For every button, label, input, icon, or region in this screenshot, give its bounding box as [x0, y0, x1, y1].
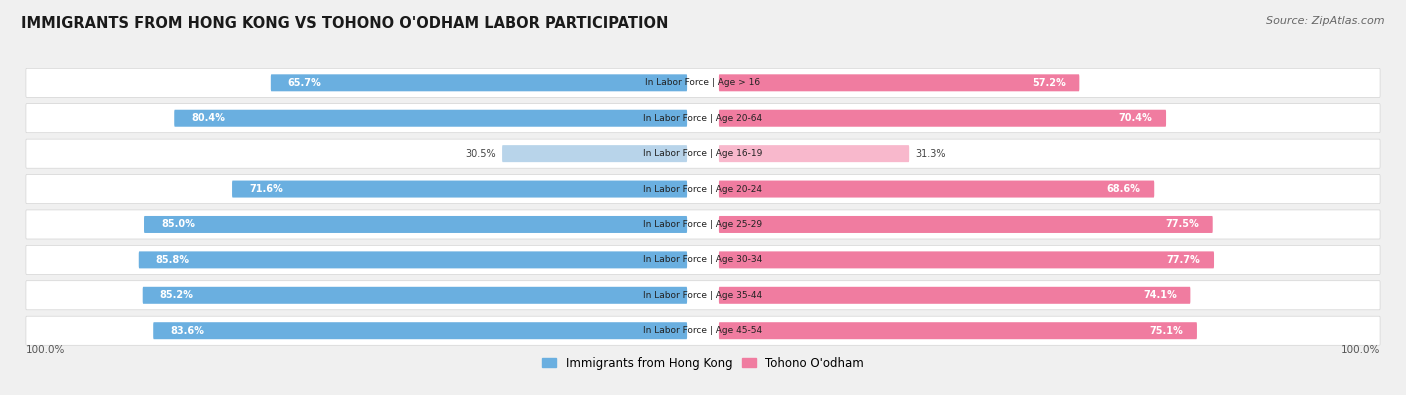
FancyBboxPatch shape: [139, 251, 688, 268]
FancyBboxPatch shape: [143, 216, 688, 233]
Text: 70.4%: 70.4%: [1119, 113, 1153, 123]
Text: In Labor Force | Age 35-44: In Labor Force | Age 35-44: [644, 291, 762, 300]
FancyBboxPatch shape: [718, 110, 1166, 127]
Text: 75.1%: 75.1%: [1150, 326, 1184, 336]
FancyBboxPatch shape: [25, 281, 1381, 310]
Text: 57.2%: 57.2%: [1032, 78, 1066, 88]
FancyBboxPatch shape: [142, 287, 688, 304]
Text: In Labor Force | Age 30-34: In Labor Force | Age 30-34: [644, 256, 762, 264]
Text: 77.5%: 77.5%: [1166, 220, 1199, 229]
FancyBboxPatch shape: [718, 287, 1191, 304]
Text: In Labor Force | Age 20-64: In Labor Force | Age 20-64: [644, 114, 762, 123]
Text: In Labor Force | Age 20-24: In Labor Force | Age 20-24: [644, 184, 762, 194]
Text: In Labor Force | Age 45-54: In Labor Force | Age 45-54: [644, 326, 762, 335]
Text: 30.5%: 30.5%: [465, 149, 496, 159]
Text: 77.7%: 77.7%: [1167, 255, 1201, 265]
FancyBboxPatch shape: [25, 104, 1381, 133]
FancyBboxPatch shape: [232, 181, 688, 198]
Text: 85.2%: 85.2%: [160, 290, 194, 300]
Text: 85.0%: 85.0%: [160, 220, 195, 229]
Text: 100.0%: 100.0%: [27, 345, 66, 355]
Text: IMMIGRANTS FROM HONG KONG VS TOHONO O'ODHAM LABOR PARTICIPATION: IMMIGRANTS FROM HONG KONG VS TOHONO O'OD…: [21, 16, 668, 31]
FancyBboxPatch shape: [718, 145, 910, 162]
Text: 31.3%: 31.3%: [915, 149, 946, 159]
Text: In Labor Force | Age 16-19: In Labor Force | Age 16-19: [644, 149, 762, 158]
Text: 85.8%: 85.8%: [156, 255, 190, 265]
Text: In Labor Force | Age > 16: In Labor Force | Age > 16: [645, 78, 761, 87]
FancyBboxPatch shape: [718, 74, 1080, 91]
Text: In Labor Force | Age 25-29: In Labor Force | Age 25-29: [644, 220, 762, 229]
Text: 65.7%: 65.7%: [288, 78, 322, 88]
Text: 83.6%: 83.6%: [170, 326, 204, 336]
FancyBboxPatch shape: [718, 322, 1197, 339]
FancyBboxPatch shape: [718, 251, 1213, 268]
Text: 100.0%: 100.0%: [1340, 345, 1379, 355]
Text: Source: ZipAtlas.com: Source: ZipAtlas.com: [1267, 16, 1385, 26]
FancyBboxPatch shape: [25, 175, 1381, 203]
FancyBboxPatch shape: [25, 68, 1381, 97]
FancyBboxPatch shape: [25, 316, 1381, 345]
FancyBboxPatch shape: [153, 322, 688, 339]
FancyBboxPatch shape: [718, 181, 1154, 198]
FancyBboxPatch shape: [25, 210, 1381, 239]
Legend: Immigrants from Hong Kong, Tohono O'odham: Immigrants from Hong Kong, Tohono O'odha…: [537, 352, 869, 374]
Text: 68.6%: 68.6%: [1107, 184, 1140, 194]
Text: 80.4%: 80.4%: [191, 113, 225, 123]
FancyBboxPatch shape: [718, 216, 1213, 233]
FancyBboxPatch shape: [25, 245, 1381, 275]
FancyBboxPatch shape: [25, 139, 1381, 168]
FancyBboxPatch shape: [174, 110, 688, 127]
Text: 71.6%: 71.6%: [249, 184, 283, 194]
FancyBboxPatch shape: [502, 145, 688, 162]
FancyBboxPatch shape: [271, 74, 688, 91]
Text: 74.1%: 74.1%: [1143, 290, 1177, 300]
